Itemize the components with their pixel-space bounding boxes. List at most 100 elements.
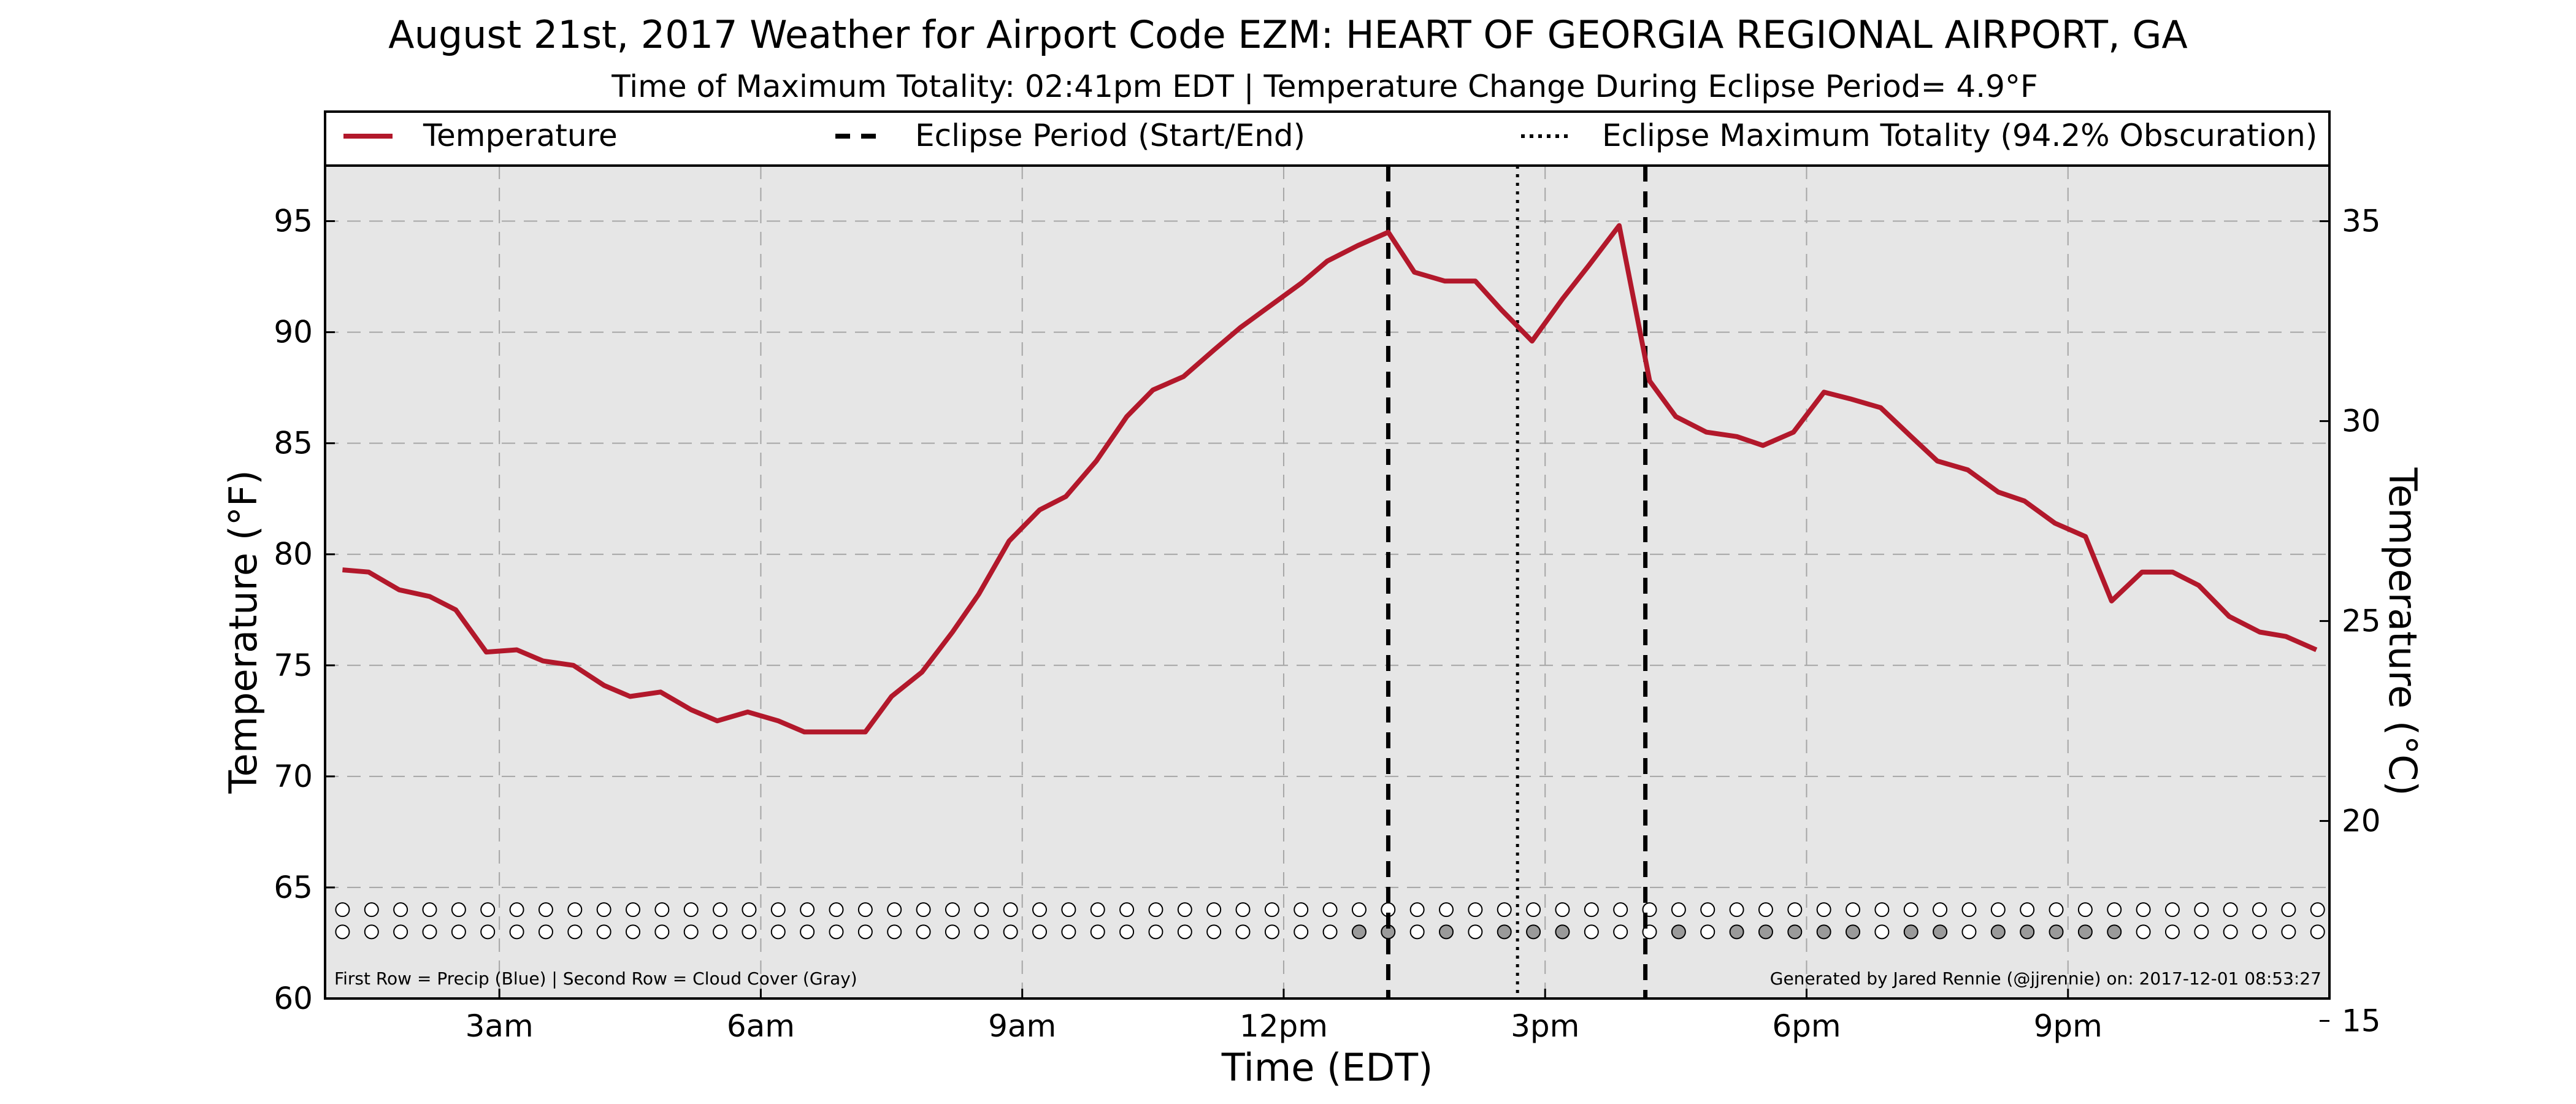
cloud-cover-marker <box>1148 924 1163 940</box>
x-axis: 3am 6am 9am 12pm 3pm 6pm 9pm <box>466 989 2103 1044</box>
precip-marker <box>1235 902 1251 918</box>
precip-marker <box>2194 902 2209 918</box>
cloud-cover-marker <box>480 924 496 940</box>
precip-marker <box>1119 902 1135 918</box>
precip-marker <box>1584 902 1599 918</box>
cloud-cover-marker <box>1700 924 1715 940</box>
cloud-cover-marker <box>2252 924 2267 940</box>
precip-marker <box>2281 902 2296 918</box>
y-tick-label-left: 65 <box>274 870 313 905</box>
left-y-axis: 60 65 70 75 80 85 90 95 <box>274 204 335 1016</box>
cloud-cover-marker <box>683 924 699 940</box>
precip-marker <box>1206 902 1222 918</box>
cloud-cover-marker <box>364 924 379 940</box>
cloud-cover-marker <box>800 924 815 940</box>
precip-marker <box>1555 902 1570 918</box>
precip-marker <box>1322 902 1338 918</box>
cloud-cover-marker <box>1032 924 1047 940</box>
cloud-cover-marker <box>1177 924 1192 940</box>
precip-marker <box>2310 902 2325 918</box>
cloud-cover-marker <box>829 924 844 940</box>
cloud-cover-marker <box>857 924 873 940</box>
cloud-cover-marker <box>1990 924 2006 940</box>
cloud-cover-marker <box>538 924 553 940</box>
precip-marker <box>1061 902 1076 918</box>
temperature-series-line <box>342 223 2318 735</box>
cloud-cover-marker <box>1235 924 1251 940</box>
y-tick-label-left: 60 <box>274 981 313 1016</box>
y-tick-label-left: 95 <box>274 204 313 239</box>
precip-marker <box>335 902 350 918</box>
cloud-cover-marker <box>1119 924 1135 940</box>
precip-marker <box>625 902 640 918</box>
precip-marker <box>509 902 524 918</box>
legend-eclipse-max-label: Eclipse Maximum Totality (94.2% Obscurat… <box>1602 118 2317 153</box>
cloud-cover-marker <box>945 924 960 940</box>
y-tick-label-left: 70 <box>274 759 313 794</box>
precip-marker <box>1439 902 1454 918</box>
y-tick-label-right: 35 <box>2342 204 2381 239</box>
cloud-cover-marker <box>887 924 902 940</box>
precip-marker <box>945 902 960 918</box>
precip-marker <box>770 902 786 918</box>
precip-marker <box>393 902 408 918</box>
precip-marker <box>1787 902 1803 918</box>
cloud-cover-marker <box>654 924 670 940</box>
y-axis-label-left: Temperature (°F) <box>221 470 266 794</box>
precip-marker <box>2223 902 2238 918</box>
precip-marker <box>1671 902 1686 918</box>
x-axis-label: Time (EDT) <box>1221 1045 1433 1090</box>
cloud-cover-marker <box>2136 924 2151 940</box>
y-tick-label-left: 90 <box>274 315 313 350</box>
cloud-cover-marker <box>335 924 350 940</box>
cloud-cover-marker <box>1526 924 1541 940</box>
grid-lines <box>325 166 2329 999</box>
cloud-cover-marker <box>1322 924 1338 940</box>
precip-marker <box>1264 902 1279 918</box>
precip-marker <box>1148 902 1163 918</box>
precip-marker <box>800 902 815 918</box>
cloud-cover-marker <box>1729 924 1744 940</box>
precip-marker <box>1700 902 1715 918</box>
cloud-cover-marker <box>1061 924 1076 940</box>
precip-marker <box>654 902 670 918</box>
footnote-right: Generated by Jared Rennie (@jjrennie) on… <box>1770 968 2321 989</box>
cloud-cover-marker <box>2223 924 2238 940</box>
cloud-cover-marker <box>1409 924 1425 940</box>
precip-marker <box>364 902 379 918</box>
precip-marker <box>1990 902 2006 918</box>
cloud-cover-marker <box>2077 924 2093 940</box>
precip-marker <box>1090 902 1105 918</box>
precip-marker <box>2020 902 2035 918</box>
cloud-cover-marker <box>1584 924 1599 940</box>
precip-marker <box>916 902 931 918</box>
cloud-cover-marker <box>1206 924 1222 940</box>
cloud-cover-marker <box>1468 924 1483 940</box>
cloud-cover-marker <box>1933 924 1948 940</box>
cloud-cover-marker <box>2281 924 2296 940</box>
x-tick-label: 6am <box>727 1008 795 1044</box>
precip-marker <box>2136 902 2151 918</box>
precip-marker <box>2252 902 2267 918</box>
precip-marker <box>1961 902 1977 918</box>
x-tick-label: 9am <box>988 1008 1056 1044</box>
precip-marker <box>596 902 611 918</box>
precip-marker <box>683 902 699 918</box>
precip-marker <box>1816 902 1831 918</box>
precip-marker <box>1351 902 1367 918</box>
cloud-cover-marker <box>1439 924 1454 940</box>
cloud-cover-marker <box>916 924 931 940</box>
cloud-cover-marker <box>1816 924 1831 940</box>
x-tick-label: 9pm <box>2034 1008 2103 1044</box>
precip-marker <box>1933 902 1948 918</box>
cloud-cover-marker <box>974 924 989 940</box>
cloud-cover-marker <box>1787 924 1803 940</box>
legend-box <box>324 110 2331 167</box>
precip-marker <box>1903 902 1919 918</box>
cloud-cover-marker <box>509 924 524 940</box>
precip-marker <box>1729 902 1744 918</box>
y-tick-label-left: 80 <box>274 537 313 572</box>
cloud-cover-marker <box>596 924 611 940</box>
precip-marker <box>1294 902 1309 918</box>
